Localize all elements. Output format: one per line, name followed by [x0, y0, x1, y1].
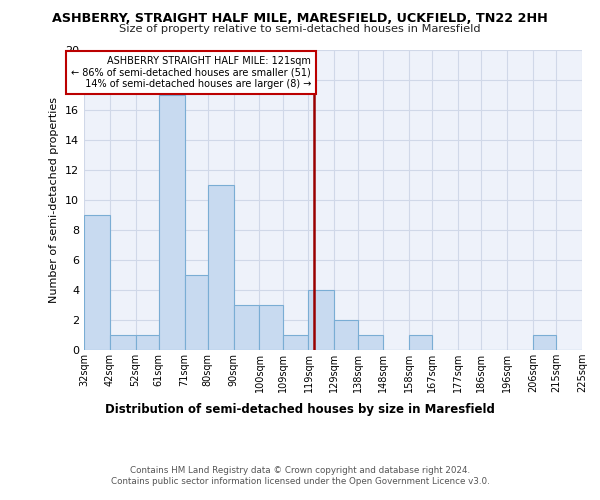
Bar [409, 335, 433, 350]
Bar [208, 185, 233, 350]
Bar [358, 335, 383, 350]
Text: ASHBERRY STRAIGHT HALF MILE: 121sqm
← 86% of semi-detached houses are smaller (5: ASHBERRY STRAIGHT HALF MILE: 121sqm ← 86… [71, 56, 311, 89]
Bar [185, 275, 208, 350]
Bar [136, 335, 159, 350]
Bar [110, 335, 136, 350]
Bar [533, 335, 556, 350]
Bar [84, 215, 110, 350]
Text: Size of property relative to semi-detached houses in Maresfield: Size of property relative to semi-detach… [119, 24, 481, 34]
Text: Distribution of semi-detached houses by size in Maresfield: Distribution of semi-detached houses by … [105, 402, 495, 415]
Bar [283, 335, 308, 350]
Bar [334, 320, 358, 350]
Bar [159, 95, 185, 350]
Bar [308, 290, 334, 350]
Y-axis label: Number of semi-detached properties: Number of semi-detached properties [49, 97, 59, 303]
Text: Contains HM Land Registry data © Crown copyright and database right 2024.: Contains HM Land Registry data © Crown c… [130, 466, 470, 475]
Bar [259, 305, 283, 350]
Text: ASHBERRY, STRAIGHT HALF MILE, MARESFIELD, UCKFIELD, TN22 2HH: ASHBERRY, STRAIGHT HALF MILE, MARESFIELD… [52, 12, 548, 26]
Bar [233, 305, 259, 350]
Text: Contains public sector information licensed under the Open Government Licence v3: Contains public sector information licen… [110, 478, 490, 486]
